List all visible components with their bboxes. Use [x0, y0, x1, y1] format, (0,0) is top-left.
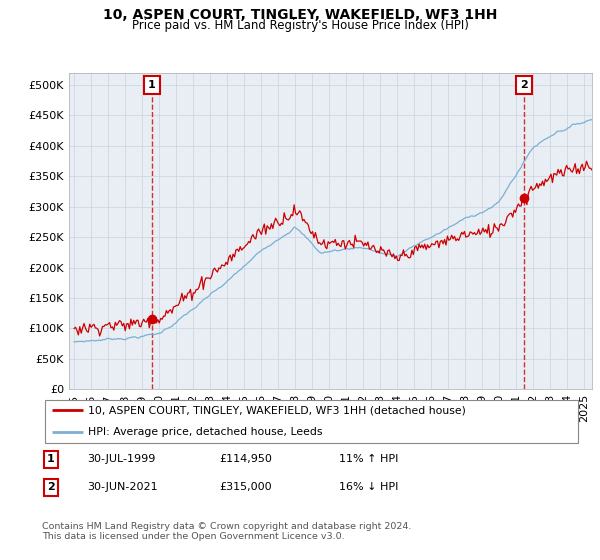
Text: 1: 1 — [47, 454, 55, 464]
Text: 30-JUN-2021: 30-JUN-2021 — [87, 482, 158, 492]
Text: £114,950: £114,950 — [219, 454, 272, 464]
Text: 2: 2 — [520, 80, 528, 90]
Text: 16% ↓ HPI: 16% ↓ HPI — [339, 482, 398, 492]
FancyBboxPatch shape — [45, 399, 578, 444]
Text: HPI: Average price, detached house, Leeds: HPI: Average price, detached house, Leed… — [88, 427, 322, 437]
Text: Price paid vs. HM Land Registry's House Price Index (HPI): Price paid vs. HM Land Registry's House … — [131, 19, 469, 32]
Text: £315,000: £315,000 — [219, 482, 272, 492]
Text: 1: 1 — [148, 80, 156, 90]
Text: 10, ASPEN COURT, TINGLEY, WAKEFIELD, WF3 1HH (detached house): 10, ASPEN COURT, TINGLEY, WAKEFIELD, WF3… — [88, 405, 466, 416]
Text: 10, ASPEN COURT, TINGLEY, WAKEFIELD, WF3 1HH: 10, ASPEN COURT, TINGLEY, WAKEFIELD, WF3… — [103, 8, 497, 22]
Text: Contains HM Land Registry data © Crown copyright and database right 2024.
This d: Contains HM Land Registry data © Crown c… — [42, 522, 412, 542]
Text: 11% ↑ HPI: 11% ↑ HPI — [339, 454, 398, 464]
Text: 30-JUL-1999: 30-JUL-1999 — [87, 454, 155, 464]
Text: 2: 2 — [47, 482, 55, 492]
